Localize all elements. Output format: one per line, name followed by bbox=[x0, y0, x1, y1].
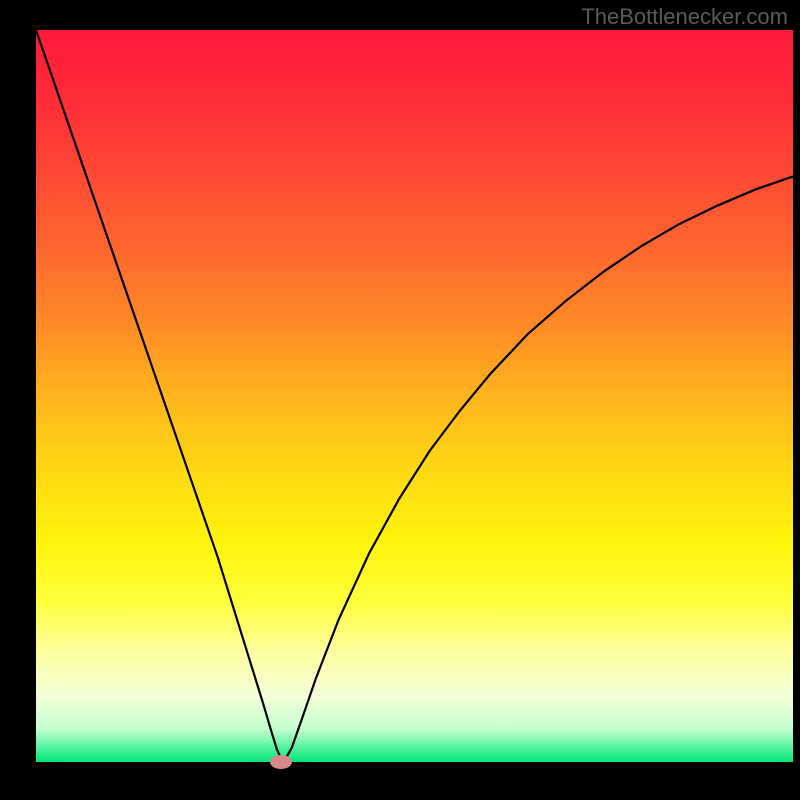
bottleneck-curve bbox=[36, 30, 793, 762]
watermark-text: TheBottlenecker.com bbox=[581, 4, 788, 30]
chart-plot-area bbox=[36, 30, 793, 762]
optimum-marker bbox=[270, 755, 292, 769]
